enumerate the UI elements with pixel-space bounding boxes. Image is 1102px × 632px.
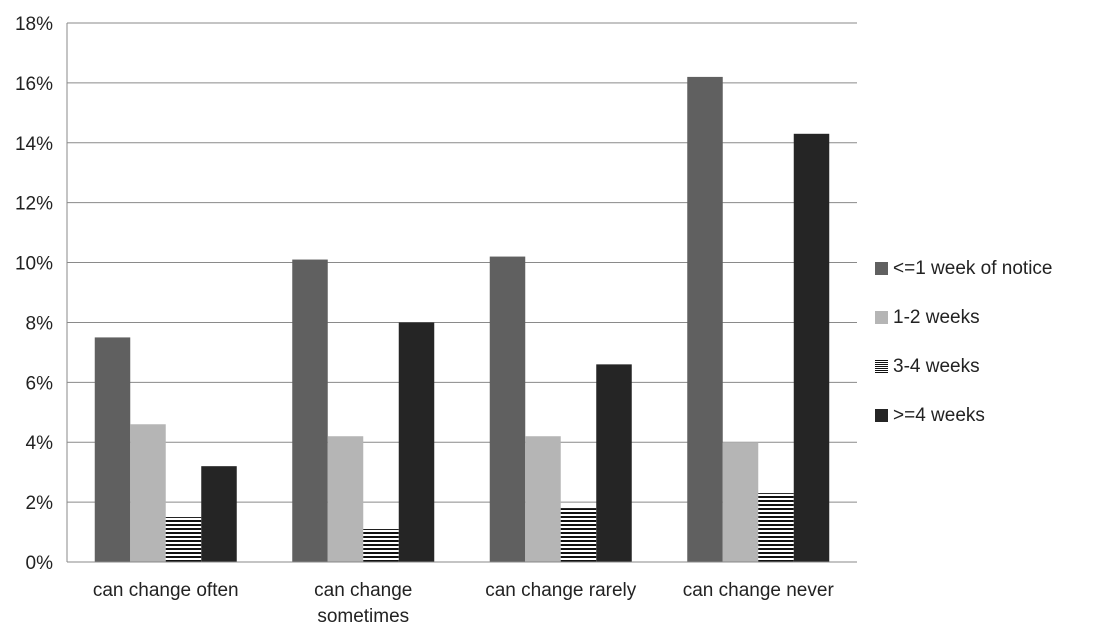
y-tick-label: 0% xyxy=(26,553,54,574)
y-tick-label: 14% xyxy=(15,134,53,155)
legend: <=1 week of notice 1-2 weeks 3-4 weeks >… xyxy=(875,244,1053,440)
bar-ge4weeks-2 xyxy=(398,322,435,562)
bar-ge4weeks-1 xyxy=(201,466,237,562)
legend-swatch xyxy=(875,409,888,422)
bar-1-2-weeks-4 xyxy=(722,442,759,562)
bar-le1week-4 xyxy=(687,76,723,563)
legend-label: 1-2 weeks xyxy=(893,306,980,328)
y-tick-label: 6% xyxy=(26,373,54,394)
legend-label: <=1 week of notice xyxy=(893,257,1053,279)
x-category-label: can change never xyxy=(683,580,835,601)
y-tick-label: 8% xyxy=(26,313,54,334)
legend-item-1-2-weeks: 1-2 weeks xyxy=(875,293,1053,342)
legend-swatch xyxy=(875,262,888,275)
bar-1-2-weeks-2 xyxy=(327,436,364,562)
legend-label: 3-4 weeks xyxy=(893,355,980,377)
bar-3-4-weeks-3 xyxy=(560,508,597,562)
y-tick-label: 12% xyxy=(15,194,53,215)
bar-le1week-3 xyxy=(489,256,526,562)
y-tick-label: 16% xyxy=(15,74,53,95)
gridlines xyxy=(67,22,857,503)
bar-3-4-weeks-2 xyxy=(363,529,399,562)
bar-1-2-weeks-3 xyxy=(525,436,561,562)
bar-3-4-weeks-1 xyxy=(165,517,202,562)
y-axis-tick-labels: 0% 2% 4% 6% 8% 10% 12% 14% 16% 18% xyxy=(15,14,53,574)
y-tick-label: 18% xyxy=(15,14,53,35)
y-tick-label: 10% xyxy=(15,254,53,275)
x-category-label: can change xyxy=(314,580,412,601)
legend-item-le1week: <=1 week of notice xyxy=(875,244,1053,293)
x-category-label: sometimes xyxy=(317,606,409,627)
legend-swatch xyxy=(875,311,888,324)
legend-item-3-4-weeks: 3-4 weeks xyxy=(875,342,1053,391)
bar-le1week-1 xyxy=(94,337,131,562)
bar-3-4-weeks-4 xyxy=(758,493,794,562)
y-tick-label: 4% xyxy=(26,433,54,454)
bar-ge4weeks-4 xyxy=(793,133,830,563)
bar-ge4weeks-3 xyxy=(596,364,632,562)
legend-item-ge4weeks: >=4 weeks xyxy=(875,391,1053,440)
legend-label: >=4 weeks xyxy=(893,404,985,426)
x-axis-category-labels: can change often can change sometimes can c… xyxy=(93,580,835,627)
x-category-label: can change often xyxy=(93,580,239,601)
bars xyxy=(94,76,830,563)
legend-swatch xyxy=(875,360,888,373)
x-category-label: can change rarely xyxy=(485,580,637,601)
bar-le1week-2 xyxy=(292,259,328,562)
y-tick-label: 2% xyxy=(26,493,54,514)
bar-1-2-weeks-1 xyxy=(130,424,166,562)
